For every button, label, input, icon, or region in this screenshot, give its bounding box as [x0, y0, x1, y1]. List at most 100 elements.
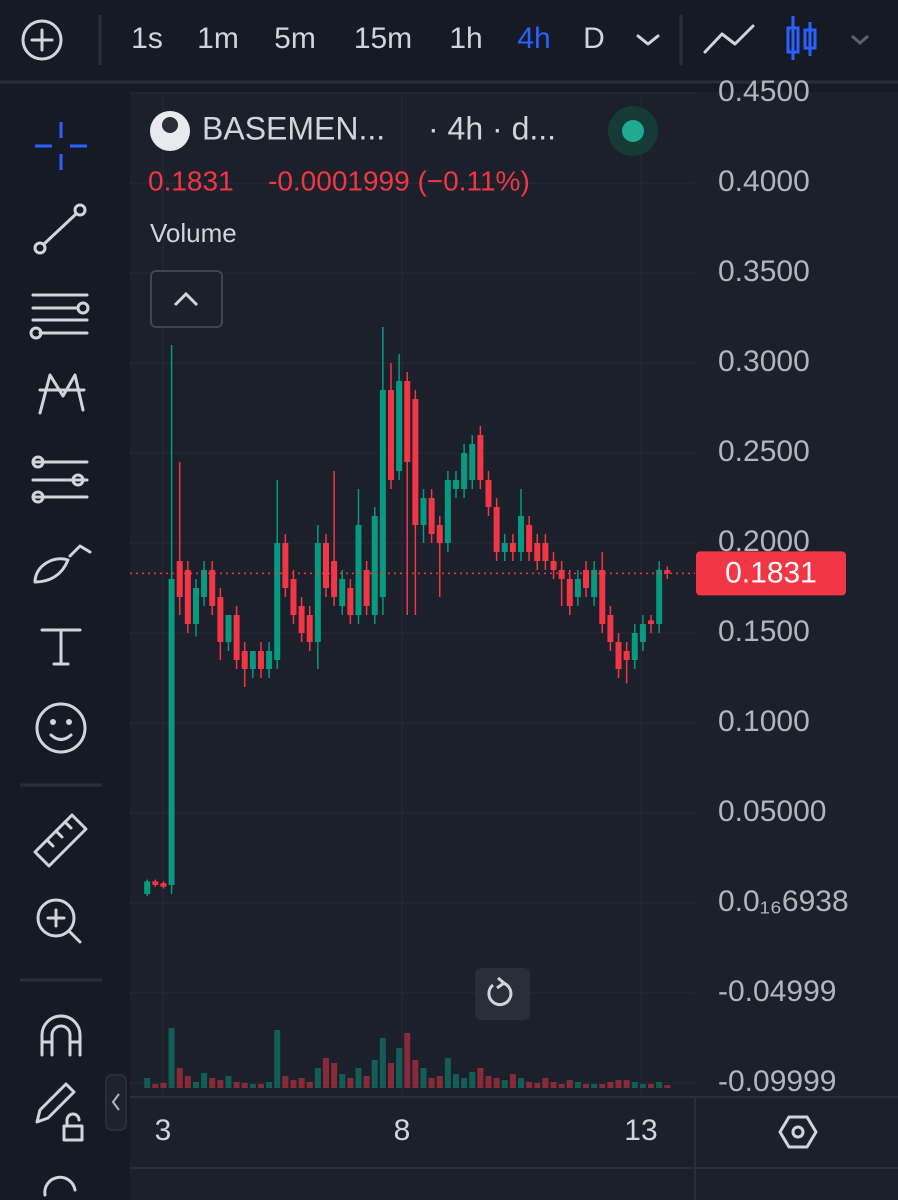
reset-view-button[interactable]	[475, 968, 530, 1020]
candle-body	[648, 620, 655, 625]
chart-type-dropdown[interactable]	[851, 34, 869, 45]
volume-bar	[274, 1030, 281, 1088]
candle-body	[591, 570, 598, 598]
volume-bar	[241, 1083, 248, 1088]
interval-button[interactable]: 4h	[517, 22, 550, 55]
volume-bar	[282, 1076, 289, 1088]
volume-bar	[257, 1084, 264, 1088]
drawing-sidebar	[20, 122, 102, 1197]
sidebar-collapse[interactable]	[105, 1074, 127, 1131]
candle-body	[664, 570, 671, 574]
interval-button[interactable]: D	[583, 22, 605, 55]
volume-bar	[290, 1080, 297, 1088]
candle-body	[290, 579, 297, 616]
candle-body	[249, 651, 256, 669]
volume-bar	[623, 1080, 630, 1088]
interval-button[interactable]: 1s	[131, 22, 163, 55]
candle-body	[583, 570, 590, 589]
fib-tool[interactable]	[29, 293, 90, 340]
candle-body	[233, 615, 240, 661]
zoom-tool[interactable]	[36, 898, 82, 944]
candle-body	[615, 642, 622, 669]
candle-body	[217, 597, 224, 643]
volume-bar	[339, 1074, 346, 1088]
volume-bar	[266, 1082, 273, 1088]
volume-bar	[298, 1078, 305, 1088]
y-tick-label: 0.3500	[718, 255, 810, 288]
volume-bar	[184, 1076, 191, 1088]
volume-bar	[371, 1060, 378, 1088]
candle-body	[558, 570, 565, 580]
candle-body	[322, 543, 329, 589]
settings-button[interactable]	[778, 1115, 818, 1149]
trendline-tool[interactable]	[33, 203, 87, 255]
volume-bar	[607, 1082, 614, 1088]
interval-group: 1s 1m 5m 15m 1h 4h D	[131, 22, 605, 55]
ruler-tool[interactable]	[33, 813, 88, 868]
status-dot	[622, 120, 644, 142]
volume-bar	[444, 1058, 451, 1088]
symbol-name: BASEMEN...	[202, 110, 385, 146]
candle-body	[339, 579, 346, 607]
candle-body	[298, 606, 305, 634]
price-scale: 0.45000.40000.35000.30000.25000.20000.15…	[155, 75, 849, 1147]
pattern-tool[interactable]	[38, 373, 86, 415]
volume-bar	[469, 1072, 476, 1088]
line-chart-button[interactable]	[703, 24, 755, 54]
x-tick-label: 8	[394, 1114, 411, 1147]
candle-body	[241, 651, 248, 669]
volume-bar	[461, 1078, 468, 1088]
volume-bar	[217, 1080, 224, 1088]
interval-button[interactable]: 5m	[274, 22, 316, 55]
projection-tool[interactable]	[31, 455, 89, 504]
candle-body	[452, 480, 459, 490]
reset-icon-arrow	[496, 976, 507, 990]
candle-body	[607, 615, 614, 643]
volume-bar	[509, 1074, 516, 1088]
volume-bar	[355, 1068, 362, 1088]
interval-button[interactable]: 1h	[449, 22, 482, 55]
crosshair-tool[interactable]	[35, 122, 87, 170]
candle-body	[493, 507, 500, 553]
lock-drawing-tool[interactable]	[35, 1082, 84, 1142]
volume-bar	[542, 1078, 549, 1088]
candle-body	[379, 390, 386, 598]
volume-bar	[192, 1082, 199, 1088]
y-tick-label: 0.3000	[718, 345, 810, 378]
y-tick-label: 0.1000	[718, 705, 810, 738]
price-change: -0.0001999 (−0.11%)	[268, 165, 530, 196]
unlock-tool[interactable]	[43, 1175, 77, 1197]
collapse-legend-button[interactable]	[150, 270, 223, 328]
candle-body	[526, 525, 533, 553]
emoji-tool[interactable]	[35, 702, 87, 754]
last-price: 0.1831	[148, 165, 234, 196]
candle-body	[274, 543, 281, 661]
volume-bar	[574, 1082, 581, 1088]
brush-tool[interactable]	[33, 544, 92, 584]
volume-bar	[168, 1028, 175, 1088]
candle-body	[631, 633, 638, 661]
interval-button[interactable]: 1m	[197, 22, 239, 55]
text-tool[interactable]	[40, 628, 82, 666]
interval-button[interactable]: 15m	[354, 22, 412, 55]
volume-bar	[583, 1084, 590, 1088]
candle-body	[518, 516, 525, 553]
candle-body	[550, 561, 557, 571]
volume-bar	[420, 1068, 427, 1088]
volume-bar	[404, 1033, 411, 1088]
candle-body	[201, 570, 208, 598]
candle-chart-button[interactable]	[786, 16, 817, 60]
volume-bar	[176, 1068, 183, 1088]
candle-body	[184, 570, 191, 625]
volume-bar	[314, 1068, 321, 1088]
candle-body	[160, 883, 167, 887]
y-tick-label: 0.2500	[718, 435, 810, 468]
magnet-tool[interactable]	[40, 1014, 82, 1057]
volume-bar	[566, 1080, 573, 1088]
volume-bar	[306, 1082, 313, 1088]
volume-bar	[322, 1058, 329, 1088]
add-button[interactable]	[21, 19, 63, 61]
y-tick-label: -0.04999	[718, 975, 836, 1008]
interval-dropdown[interactable]	[636, 34, 660, 46]
candle-body	[152, 881, 159, 885]
